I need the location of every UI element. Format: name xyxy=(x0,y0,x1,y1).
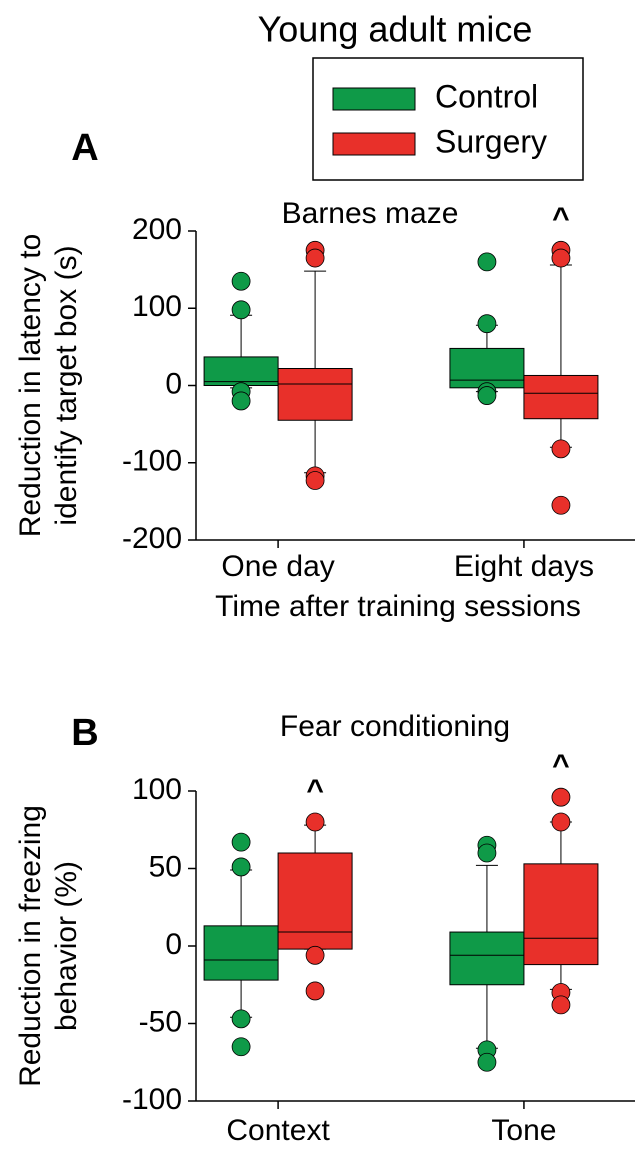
y-tick-label: -100 xyxy=(122,1083,182,1116)
y-tick-label: 200 xyxy=(132,213,182,246)
box xyxy=(523,374,599,420)
annotation: ^ xyxy=(306,774,324,807)
outlier xyxy=(477,386,497,405)
y-tick-label: -100 xyxy=(122,445,182,478)
box xyxy=(277,852,353,950)
box xyxy=(449,931,525,986)
outlier xyxy=(551,439,571,459)
outlier xyxy=(551,248,571,268)
outlier xyxy=(305,981,325,1001)
outlier xyxy=(231,832,251,852)
box xyxy=(277,368,353,421)
outlier xyxy=(551,995,571,1015)
y-tick-label: -50 xyxy=(139,1005,182,1038)
y-axis-label: Reduction in latency to xyxy=(14,234,47,538)
y-axis-label: Reduction in freezing xyxy=(14,805,47,1087)
outlier xyxy=(305,812,325,832)
outlier xyxy=(551,812,571,832)
outlier xyxy=(231,857,251,877)
box xyxy=(523,863,599,966)
outlier xyxy=(305,945,325,965)
subtitle: Fear conditioning xyxy=(280,710,510,743)
panel-label: A xyxy=(71,127,98,169)
y-axis-label: identify target box (s) xyxy=(50,245,83,525)
legend-label: Control xyxy=(435,78,538,114)
y-tick-label: 100 xyxy=(132,290,182,323)
outlier xyxy=(551,495,571,515)
outlier xyxy=(305,248,325,268)
outlier xyxy=(477,843,497,863)
x-tick-label: Context xyxy=(226,1114,330,1147)
outlier xyxy=(231,1037,251,1057)
x-tick-label: Eight days xyxy=(454,550,594,583)
y-tick-label: 0 xyxy=(165,928,182,961)
annotation: ^ xyxy=(552,749,570,782)
legend-swatch xyxy=(332,132,416,156)
subtitle: Barnes maze xyxy=(282,197,459,230)
y-tick-label: 0 xyxy=(165,367,182,400)
legend-label: Surgery xyxy=(435,123,547,159)
box xyxy=(449,347,525,389)
x-tick-label: One day xyxy=(221,550,334,583)
outlier xyxy=(477,252,497,272)
annotation: ^ xyxy=(552,202,570,235)
y-tick-label: 50 xyxy=(149,850,182,883)
outlier xyxy=(551,787,571,807)
outlier xyxy=(477,314,497,334)
panel-label: B xyxy=(71,712,98,754)
legend-swatch xyxy=(332,87,416,111)
y-tick-label: 100 xyxy=(132,773,182,806)
outlier xyxy=(477,1052,497,1072)
legend-box xyxy=(312,57,584,181)
outlier xyxy=(231,391,251,411)
x-tick-label: Tone xyxy=(491,1114,556,1147)
outlier xyxy=(231,271,251,291)
y-tick-label: -200 xyxy=(122,522,182,555)
y-axis-label: behavior (%) xyxy=(50,861,83,1031)
outlier xyxy=(305,471,325,490)
x-axis-label: Time after training sessions xyxy=(215,590,581,623)
figure-title: Young adult mice xyxy=(258,9,533,50)
box xyxy=(203,925,279,981)
outlier xyxy=(231,300,251,320)
outlier xyxy=(231,1009,251,1029)
